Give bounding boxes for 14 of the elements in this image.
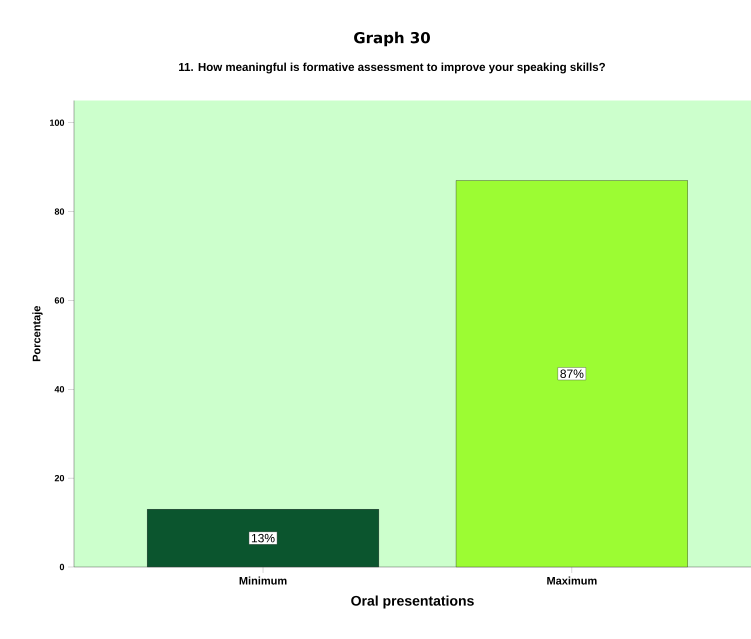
data-label: 87% <box>560 369 584 378</box>
x-tick-label: Minimum <box>240 576 286 585</box>
y-tick-label: 60 <box>54 297 64 304</box>
y-tick-label: 80 <box>54 208 64 215</box>
y-tick-label: 0 <box>60 564 64 570</box>
y-axis-title: Porcentaje <box>32 306 43 362</box>
chart-subtitle: 11. How meaningful is formative assessment to improve your speaking skills? <box>179 62 605 74</box>
x-tick-label: Maximum <box>547 576 597 585</box>
y-tick-label: 20 <box>54 474 64 482</box>
x-axis-title: Oral presentations <box>351 595 474 609</box>
data-label: 13% <box>252 534 275 542</box>
y-tick-label: 40 <box>54 386 64 392</box>
y-tick-label: 100 <box>50 120 64 126</box>
chart-title: Graph 30 <box>354 32 430 46</box>
